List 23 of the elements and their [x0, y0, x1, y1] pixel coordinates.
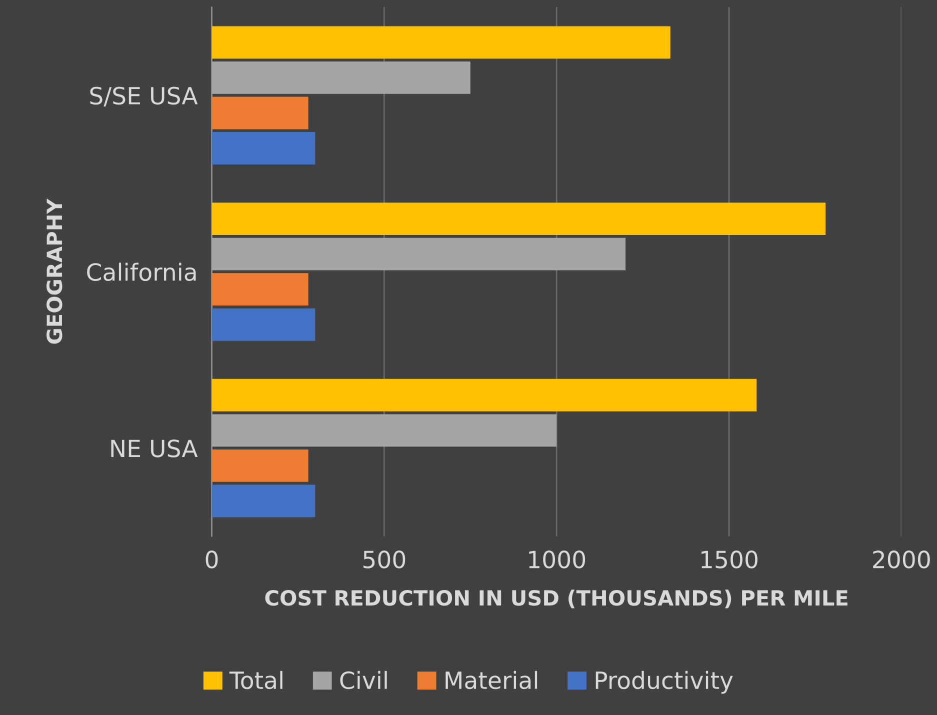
x-tick-label: 1500	[702, 550, 758, 568]
bar	[212, 449, 308, 482]
legend-label: Total	[229, 670, 282, 690]
bar	[212, 202, 826, 236]
bar	[212, 132, 316, 164]
x-tick-label: 1000	[529, 550, 586, 568]
bar	[212, 378, 757, 412]
y-tick-label: NE USA	[111, 440, 198, 458]
bar	[212, 484, 316, 518]
x-tick-label: 500	[363, 550, 406, 568]
x-tick-label: 2000	[873, 550, 930, 568]
bar	[212, 96, 308, 130]
x-tick-label: 0	[206, 550, 218, 568]
y-axis-title: GEOGRAPHY	[46, 198, 62, 344]
y-tick-label: California	[87, 262, 196, 282]
legend-label: Civil	[340, 670, 387, 690]
bar	[212, 26, 670, 59]
bar	[212, 273, 308, 306]
x-axis-title: COST REDUCTION IN USD (THOUSANDS) PER MILE	[265, 590, 848, 608]
bar	[212, 308, 316, 341]
legend-label: Material	[446, 670, 538, 690]
legend-label: Productivity	[596, 670, 733, 694]
y-tick-label: S/SE USA	[90, 86, 198, 106]
